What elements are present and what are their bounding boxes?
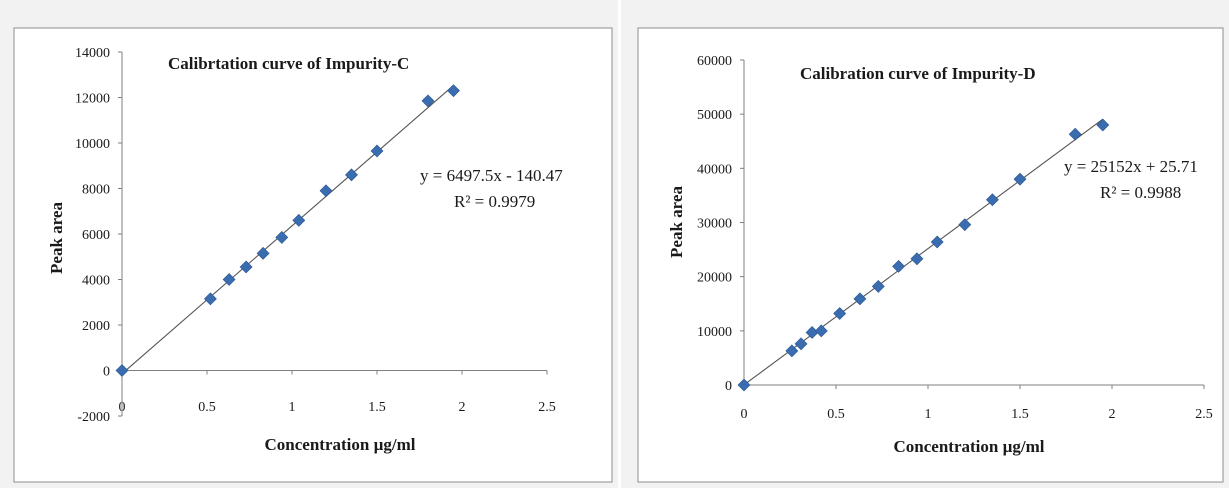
data-points xyxy=(737,118,1110,392)
data-point-marker xyxy=(1013,172,1027,186)
calibration-chart-impurity-d: 0 10000 20000 30000 40000 50000 60000 0 0.5 1 1.5… xyxy=(637,27,1224,483)
x-tick-label: 2 xyxy=(1109,407,1116,422)
x-tick-label: 1 xyxy=(289,400,296,415)
y-tick-label: 50000 xyxy=(697,108,732,123)
data-point-marker xyxy=(370,144,384,158)
data-point-marker xyxy=(203,292,217,306)
y-tick-label: 0 xyxy=(103,365,110,380)
data-point-marker xyxy=(222,273,236,286)
chart-title: Calibrtation curve of Impurity-C xyxy=(168,54,409,73)
data-point-marker xyxy=(345,168,358,182)
y-tick-label: 8000 xyxy=(82,183,110,198)
data-point-marker xyxy=(1096,118,1110,132)
x-tick-label: 1.5 xyxy=(368,400,386,415)
y-tick-label: 14000 xyxy=(75,46,110,61)
x-tick-label: 1.5 xyxy=(1011,407,1029,422)
x-tick-label: 2.5 xyxy=(1195,407,1213,422)
x-tick-labels: 0 0.5 1 1.5 2 2.5 xyxy=(741,407,1213,422)
trendline-equation: y = 6497.5x - 140.47 xyxy=(420,166,563,185)
y-tick-label: -2000 xyxy=(77,410,110,425)
y-tick-label: 12000 xyxy=(75,92,110,107)
data-point-marker xyxy=(871,279,885,293)
chart-frame xyxy=(13,27,613,483)
x-tick-label: 0 xyxy=(741,407,748,422)
y-tick-label: 0 xyxy=(725,379,732,394)
x-axis-title: Concentration µg/ml xyxy=(894,437,1045,456)
y-tick-labels: 0 10000 20000 30000 40000 50000 60000 xyxy=(697,54,732,394)
y-tick-label: 10000 xyxy=(75,137,110,152)
chart-panel-impurity-c: -2000 0 2000 4000 6000 8000 10000 12000 14000 0 0… xyxy=(0,0,618,488)
chart-frame xyxy=(637,27,1224,483)
data-point-marker xyxy=(239,260,253,274)
x-tick-label: 0.5 xyxy=(198,400,216,415)
y-tick-labels: -2000 0 2000 4000 6000 8000 10000 12000 14000 xyxy=(75,46,110,425)
r-squared-label: R² = 0.9979 xyxy=(454,192,535,211)
data-point-marker xyxy=(910,252,924,266)
x-axis-title: Concentration µg/ml xyxy=(265,435,416,454)
y-tick-label: 40000 xyxy=(697,162,732,177)
data-point-marker xyxy=(833,307,847,320)
trendline xyxy=(121,85,454,375)
data-point-marker xyxy=(930,235,944,249)
y-axis-title: Peak area xyxy=(47,202,66,274)
data-point-marker xyxy=(292,213,306,227)
data-point-marker xyxy=(892,259,905,273)
x-tick-label: 0.5 xyxy=(827,407,845,422)
data-point-marker xyxy=(421,94,435,108)
data-point-marker xyxy=(794,337,808,351)
y-tick-label: 2000 xyxy=(82,319,110,334)
data-point-marker xyxy=(447,84,460,98)
data-point-marker xyxy=(275,230,289,244)
data-point-marker xyxy=(319,184,333,198)
x-tick-label: 2 xyxy=(459,400,466,415)
y-tick-label: 10000 xyxy=(697,325,732,340)
chart-title: Calibration curve of Impurity-D xyxy=(800,64,1036,83)
x-tick-label: 1 xyxy=(925,407,932,422)
data-point-marker xyxy=(115,364,129,377)
trendline-equation: y = 25152x + 25.71 xyxy=(1064,157,1198,176)
data-points xyxy=(115,84,460,377)
data-point-marker xyxy=(985,193,999,207)
calibration-chart-impurity-c: -2000 0 2000 4000 6000 8000 10000 12000 14000 0 0… xyxy=(13,27,613,483)
y-tick-label: 4000 xyxy=(82,274,110,289)
data-point-marker xyxy=(1068,127,1082,141)
y-tick-label: 30000 xyxy=(697,217,732,232)
x-tick-label: 2.5 xyxy=(538,400,556,415)
y-tick-label: 60000 xyxy=(697,54,732,69)
data-point-marker xyxy=(814,324,828,338)
data-point-marker xyxy=(958,218,972,232)
data-point-marker xyxy=(737,378,751,392)
data-point-marker xyxy=(853,292,867,306)
chart-panel-impurity-d: 0 10000 20000 30000 40000 50000 60000 0 0.5 1 1.5… xyxy=(621,0,1229,488)
data-point-marker xyxy=(785,344,799,358)
data-point-marker xyxy=(256,246,270,260)
y-tick-label: 6000 xyxy=(82,228,110,243)
r-squared-label: R² = 0.9988 xyxy=(1100,183,1181,202)
y-axis-title: Peak area xyxy=(667,186,686,258)
tick-marks xyxy=(118,51,548,417)
y-tick-label: 20000 xyxy=(697,271,732,286)
